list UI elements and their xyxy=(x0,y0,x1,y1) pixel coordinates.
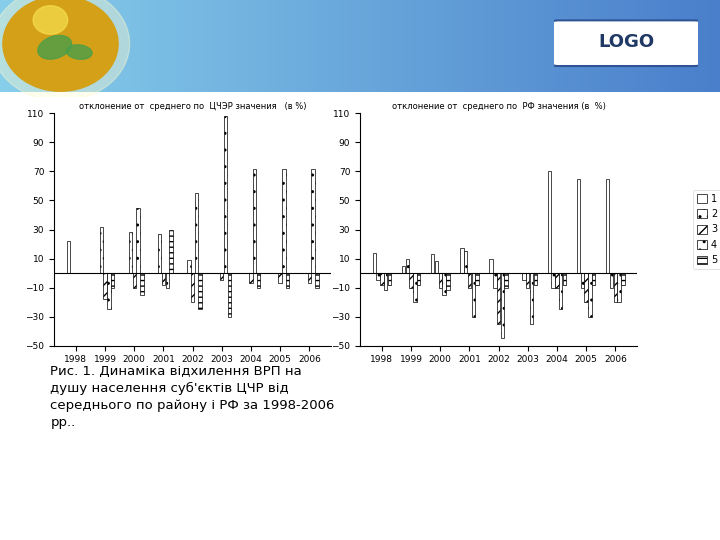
Bar xyxy=(111,273,114,287)
Title: отклонение от  среднего по  ЦЧЭР значения   (в %): отклонение от среднего по ЦЧЭР значения … xyxy=(79,102,306,111)
Bar xyxy=(613,273,617,302)
Bar xyxy=(417,273,420,285)
Bar xyxy=(249,273,253,283)
Bar xyxy=(464,251,467,273)
Bar xyxy=(592,273,595,285)
Title: отклонение от  среднего по  РФ значения (в  %): отклонение от среднего по РФ значения (в… xyxy=(392,102,606,111)
Bar xyxy=(617,273,621,302)
Bar xyxy=(526,273,529,287)
Bar xyxy=(253,168,256,273)
Bar xyxy=(194,193,198,273)
Bar xyxy=(373,253,376,273)
Bar xyxy=(577,179,580,273)
Bar xyxy=(402,266,405,273)
Text: Рис. 1. Динаміка відхилення ВРП на
душу населення суб'єктів ЦЧР від
середнього п: Рис. 1. Динаміка відхилення ВРП на душу … xyxy=(50,365,335,429)
Legend: 1, 2, 3, 4, 5: 1, 2, 3, 4, 5 xyxy=(693,190,720,269)
Bar xyxy=(468,273,471,287)
Circle shape xyxy=(0,0,130,101)
Bar xyxy=(472,273,475,316)
Bar xyxy=(136,208,140,273)
Bar xyxy=(490,259,492,273)
Bar xyxy=(585,273,588,302)
Bar xyxy=(286,273,289,287)
Bar xyxy=(505,273,508,287)
Bar xyxy=(388,273,391,285)
Bar xyxy=(384,273,387,291)
Bar xyxy=(446,273,449,291)
Bar xyxy=(522,273,526,280)
Bar xyxy=(169,230,173,273)
Circle shape xyxy=(33,6,68,34)
Bar xyxy=(475,273,479,285)
Bar xyxy=(99,227,103,273)
Bar xyxy=(580,273,584,287)
Bar xyxy=(282,168,286,273)
Bar xyxy=(530,273,534,324)
Bar xyxy=(435,261,438,273)
Ellipse shape xyxy=(38,36,71,59)
Bar xyxy=(559,273,562,309)
Bar xyxy=(199,273,202,309)
Bar xyxy=(377,273,380,280)
Bar xyxy=(224,116,228,273)
Bar xyxy=(129,232,132,273)
Bar xyxy=(460,248,464,273)
Bar xyxy=(307,273,311,283)
Bar xyxy=(610,273,613,287)
Ellipse shape xyxy=(66,45,92,59)
Bar xyxy=(107,273,111,309)
FancyBboxPatch shape xyxy=(552,21,701,66)
Bar xyxy=(534,273,537,285)
Bar xyxy=(606,179,609,273)
Bar xyxy=(257,273,260,287)
Bar xyxy=(104,273,107,299)
Text: LOGO: LOGO xyxy=(598,33,654,51)
Bar xyxy=(588,273,592,316)
Bar xyxy=(497,273,500,324)
Bar xyxy=(410,273,413,287)
Bar xyxy=(563,273,566,285)
Bar xyxy=(132,273,136,287)
Bar xyxy=(191,273,194,302)
Bar xyxy=(442,273,446,295)
Bar xyxy=(162,273,165,285)
Bar xyxy=(413,273,417,302)
Bar xyxy=(500,273,504,339)
Bar xyxy=(555,273,559,287)
Bar xyxy=(431,254,434,273)
Bar xyxy=(493,273,497,287)
Bar xyxy=(140,273,143,295)
Bar xyxy=(158,234,161,273)
Bar xyxy=(228,273,231,316)
Bar xyxy=(552,273,555,287)
Bar xyxy=(548,172,551,273)
Bar xyxy=(621,273,624,285)
Bar xyxy=(279,273,282,283)
Bar xyxy=(315,273,318,287)
Bar xyxy=(380,273,384,285)
Circle shape xyxy=(3,0,118,91)
Bar xyxy=(166,273,169,287)
Bar xyxy=(187,260,191,273)
Bar xyxy=(405,259,409,273)
Bar xyxy=(220,273,223,280)
Bar xyxy=(438,273,442,287)
Bar xyxy=(311,168,315,273)
Bar xyxy=(66,241,70,273)
